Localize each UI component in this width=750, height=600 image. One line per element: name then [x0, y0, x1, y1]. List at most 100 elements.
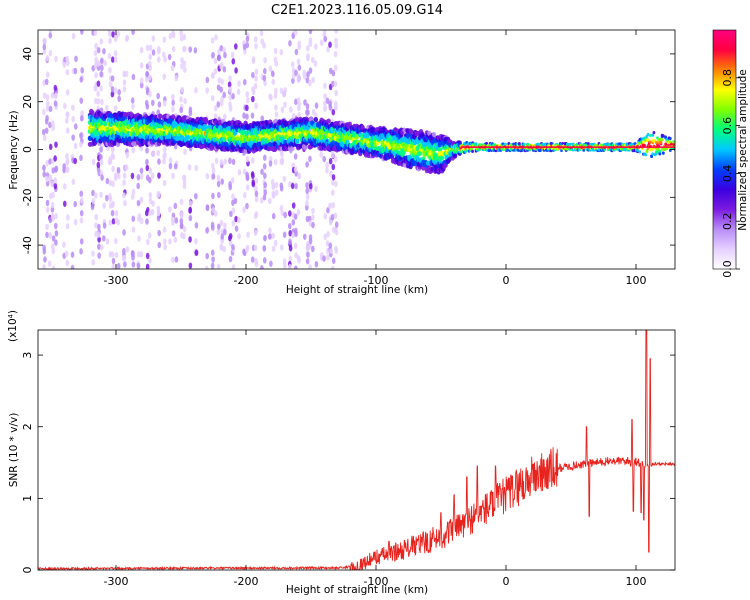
- noise-dot: [45, 71, 50, 78]
- noise-dot: [219, 219, 224, 227]
- noise-dot: [216, 228, 221, 236]
- noise-dot: [205, 204, 210, 211]
- noise-dot: [139, 81, 144, 89]
- noise-dot: [214, 34, 218, 41]
- noise-dot: [251, 157, 255, 164]
- noise-dot: [41, 128, 46, 136]
- noise-dot: [171, 172, 175, 180]
- noise-dot: [253, 212, 258, 220]
- noise-dot: [288, 230, 293, 237]
- noise-dot: [231, 220, 236, 227]
- noise-dot: [211, 192, 215, 200]
- noise-dot: [308, 79, 312, 87]
- noise-dot: [182, 182, 187, 190]
- noise-dot: [99, 191, 103, 198]
- noise-dot: [297, 43, 302, 51]
- noise-dot: [205, 227, 209, 234]
- noise-dot: [325, 97, 330, 104]
- signal-dot: [354, 134, 359, 140]
- noise-dot: [328, 242, 333, 249]
- noise-dot: [205, 76, 210, 84]
- noise-dot: [148, 167, 153, 174]
- noise-dot: [262, 245, 267, 252]
- noise-dot: [223, 51, 227, 59]
- noise-dot: [254, 190, 259, 198]
- noise-dot: [270, 178, 275, 186]
- noise-dot: [71, 134, 75, 141]
- noise-dot: [168, 162, 173, 170]
- noise-dot: [122, 172, 127, 179]
- noise-dot: [179, 30, 183, 37]
- noise-dot: [228, 255, 233, 263]
- signal-dot: [425, 160, 431, 166]
- noise-dot: [65, 223, 70, 230]
- noise-dot: [271, 232, 275, 240]
- noise-dot: [179, 106, 183, 114]
- noise-dot: [48, 105, 53, 113]
- noise-dot: [254, 195, 259, 203]
- noise-dot: [139, 196, 144, 204]
- noise-dot: [162, 226, 167, 233]
- colorbar-tick-label: 0.2: [721, 212, 734, 230]
- noise-dot: [108, 37, 112, 45]
- signal-dot: [303, 144, 308, 150]
- noise-dot: [110, 91, 115, 98]
- noise-dot: [310, 56, 315, 64]
- noise-dot: [145, 218, 149, 225]
- y-tick-label: -40: [21, 236, 34, 254]
- noise-dot: [242, 206, 246, 214]
- noise-dot: [131, 147, 136, 154]
- noise-dot: [145, 263, 150, 269]
- noise-dot: [122, 248, 126, 255]
- noise-dot: [294, 69, 298, 77]
- noise-dot: [156, 149, 160, 157]
- noise-dot: [263, 181, 267, 189]
- signal-dot: [446, 157, 452, 163]
- noise-dot: [99, 153, 103, 161]
- noise-dot: [251, 71, 255, 79]
- noise-dot: [156, 209, 161, 217]
- signal-dot: [652, 130, 656, 135]
- noise-dot: [42, 164, 46, 172]
- noise-dot: [102, 222, 107, 229]
- noise-dot: [63, 102, 67, 110]
- noise-dot: [71, 104, 75, 111]
- noise-dot: [288, 263, 292, 269]
- noise-dot: [139, 173, 144, 180]
- noise-dot: [107, 52, 112, 60]
- noise-dot: [157, 158, 161, 165]
- noise-dot: [245, 97, 250, 104]
- noise-dot: [145, 147, 149, 154]
- noise-dot: [53, 155, 57, 162]
- noise-dot: [302, 233, 307, 240]
- noise-dot: [131, 188, 136, 196]
- noise-dot: [125, 246, 130, 253]
- signal-dot: [661, 134, 665, 138]
- noise-dot: [113, 105, 118, 112]
- noise-dot: [326, 46, 330, 53]
- noise-dot: [111, 257, 116, 265]
- noise-dot: [311, 76, 315, 84]
- noise-dot: [288, 222, 292, 230]
- noise-dot: [328, 219, 333, 226]
- noise-dot: [254, 68, 259, 75]
- noise-dot: [53, 182, 58, 190]
- noise-dot: [216, 263, 221, 269]
- noise-dot: [211, 51, 215, 59]
- noise-dot: [111, 218, 116, 225]
- noise-dot: [183, 45, 187, 53]
- noise-dot: [213, 57, 218, 65]
- noise-dot: [279, 185, 284, 192]
- noise-dot: [273, 239, 278, 247]
- noise-dot: [74, 55, 78, 63]
- noise-dot: [94, 213, 99, 221]
- noise-dot: [50, 212, 55, 220]
- noise-dot: [50, 92, 55, 99]
- noise-dot: [328, 202, 332, 209]
- noise-dot: [53, 222, 58, 230]
- noise-dot: [179, 211, 184, 218]
- signal-dot: [474, 142, 478, 146]
- noise-dot: [211, 173, 216, 180]
- signal-dot: [439, 155, 445, 161]
